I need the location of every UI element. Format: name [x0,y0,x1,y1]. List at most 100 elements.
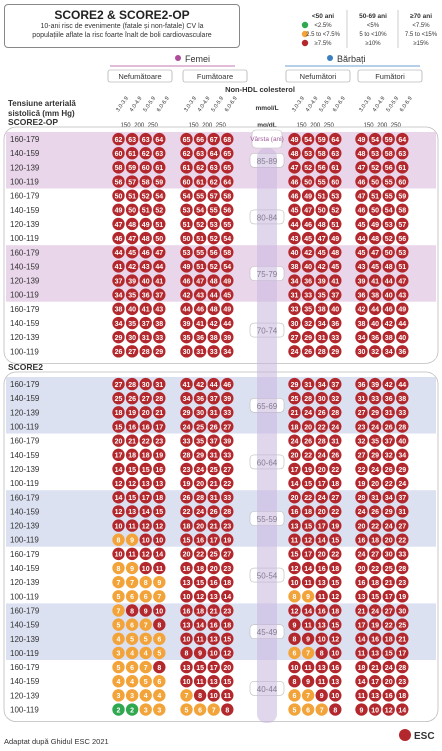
risk-marker [153,302,166,316]
risk-value: 20 [304,424,312,431]
risk-value: 63 [142,137,150,144]
risk-value: 60 [183,179,191,186]
risk-marker [112,448,125,462]
risk-value: 15 [128,467,136,474]
risk-value: 39 [128,278,136,285]
risk-value: 9 [130,566,134,573]
risk-marker [288,703,301,716]
risk-marker [329,689,342,702]
risk-value: 33 [223,495,231,502]
risk-value: 50 [128,208,136,215]
risk-marker [288,260,301,273]
risk-marker [288,505,301,518]
risk-marker [301,462,315,476]
risk-value: 22 [304,453,312,460]
risk-value: 15 [331,580,339,587]
risk-marker [301,217,315,231]
risk-value: 34 [358,335,366,342]
risk-marker [396,632,409,645]
risk-marker [288,288,301,301]
risk-value: 53 [183,250,191,257]
risk-value: 29 [385,509,393,516]
risk-value: 46 [358,208,366,215]
risk-value: 18 [371,538,379,545]
risk-marker [139,533,152,546]
risk-value: 61 [331,165,339,172]
risk-value: 24 [331,424,339,431]
risk-value: 8 [117,538,121,545]
risk-value: 26 [318,410,326,417]
risk-value: 16 [210,622,218,629]
risk-value: 14 [358,679,366,686]
risk-value: 54 [223,236,231,243]
risk-value: 27 [223,552,231,559]
risk-marker [355,288,368,301]
risk-marker [153,519,166,532]
risk-marker [125,330,139,344]
risk-marker [382,161,395,174]
risk-value: 12 [223,651,231,658]
risk-marker [301,302,315,316]
risk-value: 49 [398,307,406,314]
risk-marker [221,519,234,532]
risk-marker [315,260,328,273]
risk-marker [355,632,368,645]
risk-marker [153,575,166,589]
risk-value: 4 [157,693,161,700]
risk-value: 5 [130,637,134,644]
risk-value: 37 [331,382,339,389]
legend-threshold: ≥10% [365,41,381,47]
risk-value: 52 [142,193,150,200]
risk-marker [153,330,166,344]
risk-value: 11 [304,622,312,629]
risk-marker [329,288,342,301]
risk-marker [355,189,368,202]
risk-marker [153,533,166,546]
risk-marker [221,274,234,287]
risk-value: 24 [196,467,204,474]
risk-marker [193,632,207,645]
risk-marker [125,448,139,462]
risk-value: 51 [183,222,191,229]
risk-value: 20 [358,523,366,530]
risk-marker [368,547,382,561]
risk-value: 19 [371,622,379,629]
risk-value: 33 [398,552,406,559]
risk-marker [153,288,166,301]
risk-value: 20 [291,495,299,502]
risk-marker [112,246,125,259]
bp-row-label: 140-159 [10,677,40,686]
x-tick-mgdl: 200 [134,123,145,129]
risk-value: 40 [142,278,150,285]
risk-value: 20 [385,538,393,545]
risk-marker [396,231,409,245]
bp-row-label: 120-139 [10,333,40,342]
bp-row-label: 120-139 [10,408,40,417]
risk-marker [288,406,301,419]
risk-marker [315,533,328,546]
risk-marker [382,519,395,532]
risk-marker [112,302,125,316]
risk-value: 49 [115,208,123,215]
risk-marker [288,575,301,589]
bp-row-label: 120-139 [10,220,40,229]
risk-value: 33 [304,293,312,300]
risk-value: 27 [358,453,366,460]
risk-marker [329,632,342,645]
risk-marker [125,689,139,702]
risk-marker [193,703,207,716]
risk-marker [112,161,125,174]
risk-value: 35 [196,438,204,445]
risk-marker [193,448,207,462]
risk-value: 31 [210,453,218,460]
risk-value: 27 [358,410,366,417]
risk-value: 64 [331,137,339,144]
risk-marker [396,491,409,504]
risk-marker [301,203,315,217]
risk-value: 57 [210,193,218,200]
risk-value: 35 [304,307,312,314]
risk-value: 22 [358,467,366,474]
risk-marker [221,345,234,358]
risk-value: 35 [318,293,326,300]
risk-value: 7 [130,580,134,587]
